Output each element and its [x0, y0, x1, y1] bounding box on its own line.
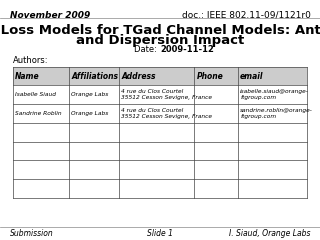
Text: Sandrine Roblin: Sandrine Roblin [15, 111, 61, 116]
Text: I. Siaud, Orange Labs: I. Siaud, Orange Labs [229, 229, 310, 238]
Text: 4 rue du Clos Courtel
35512 Cesson Sevigne, France: 4 rue du Clos Courtel 35512 Cesson Sevig… [121, 108, 212, 119]
Text: Submission: Submission [10, 229, 53, 238]
Text: Orange Labs: Orange Labs [71, 92, 108, 97]
Text: Path Loss Models for TGad Channel Models: Antenna: Path Loss Models for TGad Channel Models… [0, 24, 320, 37]
Text: Name: Name [15, 72, 39, 81]
Text: 2009-11-12: 2009-11-12 [160, 45, 214, 54]
Text: Authors:: Authors: [13, 56, 48, 65]
Text: Slide 1: Slide 1 [147, 229, 173, 238]
Text: Date:: Date: [134, 45, 160, 54]
Bar [13, 67, 307, 85]
Text: doc.: IEEE 802.11-09/1121r0: doc.: IEEE 802.11-09/1121r0 [181, 11, 310, 20]
Text: isabelle.siaud@orange-
ftgroup.com: isabelle.siaud@orange- ftgroup.com [240, 90, 309, 100]
Text: email: email [240, 72, 264, 81]
Text: Address: Address [121, 72, 156, 81]
Text: Isabelle Siaud: Isabelle Siaud [15, 92, 56, 97]
Text: November 2009: November 2009 [10, 11, 90, 20]
Text: sandrine.roblin@orange-
ftgroup.com: sandrine.roblin@orange- ftgroup.com [240, 108, 313, 119]
Text: and Dispersion Impact: and Dispersion Impact [76, 34, 244, 47]
Text: 4 rue du Clos Courtel
35512 Cesson Sevigne, France: 4 rue du Clos Courtel 35512 Cesson Sevig… [121, 90, 212, 100]
Text: Orange Labs: Orange Labs [71, 111, 108, 116]
Text: Phone: Phone [196, 72, 223, 81]
Text: Affiliations: Affiliations [71, 72, 118, 81]
